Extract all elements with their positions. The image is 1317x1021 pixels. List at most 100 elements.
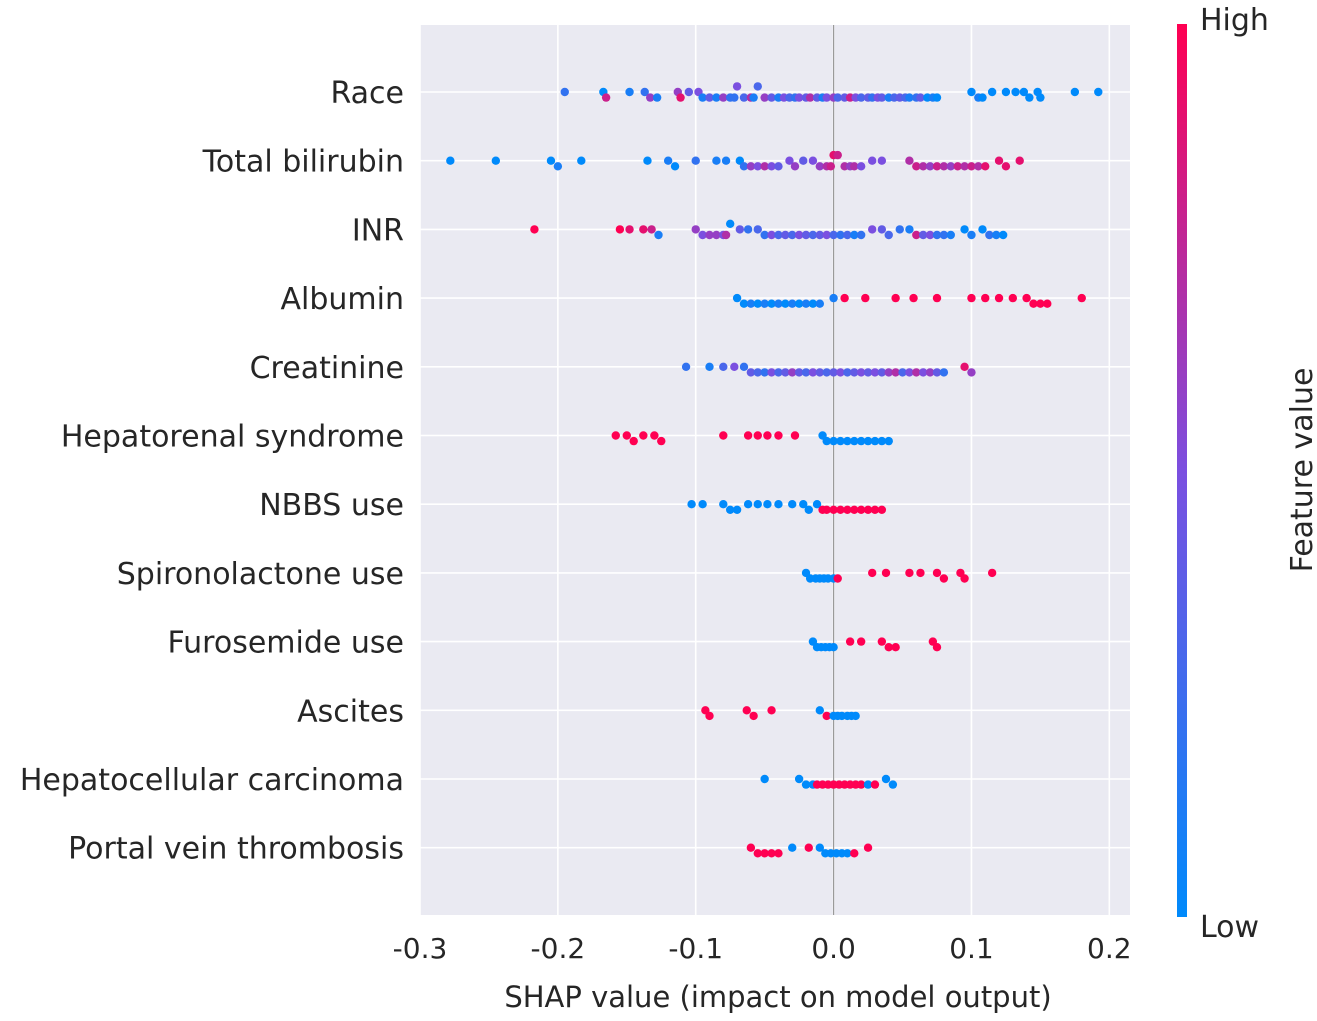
data-point (760, 849, 769, 858)
data-point (881, 568, 891, 578)
data-point (684, 87, 694, 97)
data-point (615, 225, 625, 234)
data-point (939, 574, 949, 583)
data-point (932, 93, 942, 102)
data-point (916, 93, 925, 102)
data-point (870, 436, 880, 446)
data-point (884, 368, 893, 377)
data-point (850, 368, 859, 377)
data-point (794, 368, 804, 377)
data-point (781, 299, 790, 308)
data-point (916, 568, 925, 578)
data-point (932, 643, 942, 652)
data-points (446, 82, 1103, 858)
data-point (1019, 87, 1029, 97)
data-point (753, 82, 762, 91)
data-point (967, 293, 976, 303)
data-point (705, 93, 714, 102)
data-point (919, 368, 928, 377)
data-point (815, 368, 825, 377)
data-point (808, 299, 818, 308)
data-point (912, 162, 921, 171)
data-point (939, 368, 949, 377)
data-point (987, 87, 997, 97)
data-point (657, 436, 666, 446)
data-point (888, 780, 898, 789)
data-point (799, 500, 808, 509)
data-point (1077, 293, 1086, 303)
data-point (881, 774, 891, 784)
data-point (998, 230, 1008, 240)
data-point (749, 93, 758, 102)
data-point (739, 162, 749, 171)
data-point (753, 431, 762, 440)
data-point (681, 362, 691, 371)
data-point (546, 156, 556, 165)
data-point (905, 93, 914, 102)
data-point (867, 225, 877, 234)
data-point (767, 230, 776, 240)
data-point (895, 225, 904, 234)
data-point (804, 505, 813, 514)
data-point (850, 849, 859, 858)
data-point (905, 225, 914, 234)
data-point (788, 299, 797, 308)
data-point (712, 156, 721, 165)
data-point (808, 156, 818, 165)
data-point (652, 93, 662, 102)
data-point (836, 230, 845, 240)
data-point (746, 299, 756, 308)
data-point (732, 293, 742, 303)
data-point (1036, 299, 1045, 308)
data-point (877, 505, 887, 514)
x-tick-label: -0.1 (668, 932, 723, 965)
data-point (960, 162, 969, 171)
data-point (870, 368, 880, 377)
data-point (639, 225, 648, 234)
data-point (808, 368, 818, 377)
data-point (799, 156, 808, 165)
data-point (725, 505, 735, 514)
data-point (640, 87, 649, 97)
data-point (577, 156, 586, 165)
data-point (1001, 162, 1011, 171)
data-point (815, 843, 825, 852)
data-point (753, 162, 762, 171)
feature-label: Ascites (297, 694, 404, 729)
data-point (843, 368, 852, 377)
data-point (698, 230, 707, 240)
data-point (746, 162, 756, 171)
data-point (856, 93, 866, 102)
data-point (560, 87, 569, 97)
data-point (877, 156, 887, 165)
data-point (743, 500, 753, 509)
data-point (843, 436, 852, 446)
data-point (867, 156, 877, 165)
colorbar-high-label: High (1200, 3, 1269, 38)
data-point (932, 162, 942, 171)
data-point (739, 299, 749, 308)
data-point (891, 293, 900, 303)
data-point (822, 93, 831, 102)
data-point (877, 436, 887, 446)
data-point (981, 293, 990, 303)
data-point (925, 368, 935, 377)
data-point (687, 500, 696, 509)
data-point (812, 500, 822, 509)
data-point (822, 230, 831, 240)
data-point (774, 500, 783, 509)
data-point (760, 230, 769, 240)
feature-label: INR (352, 213, 404, 248)
data-point (856, 162, 866, 171)
data-point (698, 93, 707, 102)
data-point (992, 230, 1001, 240)
data-point (743, 431, 753, 440)
data-point (919, 230, 928, 240)
data-point (767, 368, 776, 377)
data-point (712, 93, 721, 102)
data-point (829, 368, 838, 377)
data-point (867, 568, 877, 578)
data-point (877, 637, 887, 646)
data-point (932, 368, 942, 377)
data-point (639, 431, 648, 440)
